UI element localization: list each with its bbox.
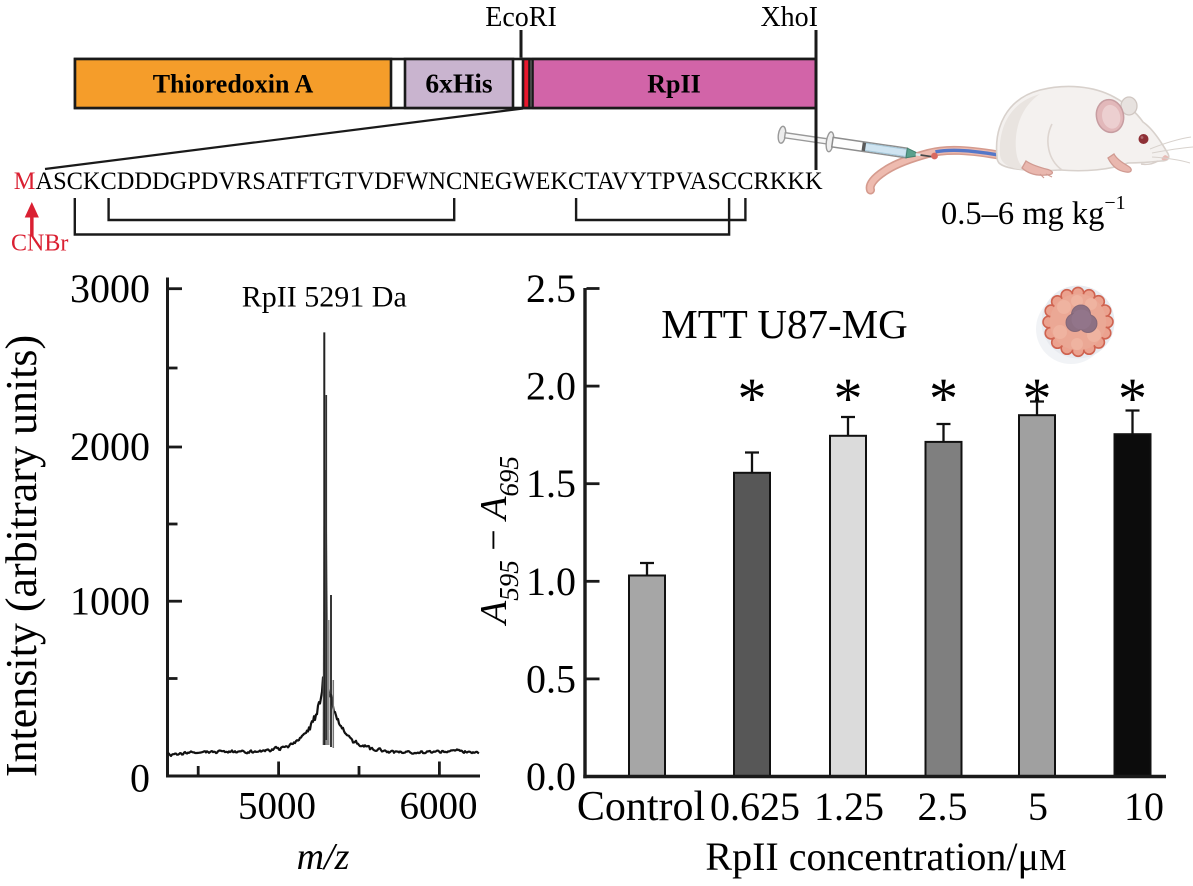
svg-text:m/z: m/z <box>297 836 350 878</box>
svg-text:2.0: 2.0 <box>526 364 576 409</box>
svg-text:2.5: 2.5 <box>526 266 576 311</box>
svg-text:5: 5 <box>1028 784 1048 829</box>
svg-text:6000: 6000 <box>400 785 478 828</box>
svg-text:Intensity (arbitrary units): Intensity (arbitrary units) <box>0 335 46 777</box>
svg-text:0.5–6 mg kg−1: 0.5–6 mg kg−1 <box>941 192 1126 232</box>
svg-text:1.5: 1.5 <box>526 461 576 506</box>
svg-text:0: 0 <box>130 756 150 801</box>
svg-text:10: 10 <box>1124 784 1164 829</box>
svg-text:RpII 5291 Da: RpII 5291 Da <box>242 280 407 313</box>
svg-text:Thioredoxin A: Thioredoxin A <box>153 70 314 99</box>
svg-text:CNBr: CNBr <box>11 231 68 257</box>
svg-text:*: * <box>834 366 863 431</box>
svg-text:EcoRI: EcoRI <box>485 2 557 33</box>
svg-text:*: * <box>1023 366 1052 431</box>
svg-text:2000: 2000 <box>70 424 150 469</box>
svg-text:MTT U87-MG: MTT U87-MG <box>661 301 907 347</box>
svg-text:RpII: RpII <box>647 70 700 99</box>
svg-text:0.625: 0.625 <box>710 784 800 829</box>
svg-text:MASCKCDDDGPDVRSATFTGTVDFWNCNEG: MASCKCDDDGPDVRSATFTGTVDFWNCNEGWEKCTAVYTP… <box>14 168 823 195</box>
svg-text:2.5: 2.5 <box>918 784 968 829</box>
svg-text:RpII concentration/μM: RpII concentration/μM <box>705 834 1066 879</box>
svg-text:6xHis: 6xHis <box>425 68 493 99</box>
svg-text:0.5: 0.5 <box>526 656 576 701</box>
svg-text:5000: 5000 <box>238 785 316 828</box>
svg-text:Control: Control <box>577 784 705 830</box>
svg-text:1.0: 1.0 <box>526 559 576 604</box>
svg-text:1.25: 1.25 <box>814 784 884 829</box>
svg-text:*: * <box>1118 366 1147 431</box>
svg-text:1000: 1000 <box>70 578 150 623</box>
svg-text:*: * <box>929 366 958 431</box>
svg-text:*: * <box>738 366 767 431</box>
svg-text:XhoI: XhoI <box>760 2 818 33</box>
svg-text:0.0: 0.0 <box>526 754 576 799</box>
svg-text:3000: 3000 <box>70 266 150 311</box>
